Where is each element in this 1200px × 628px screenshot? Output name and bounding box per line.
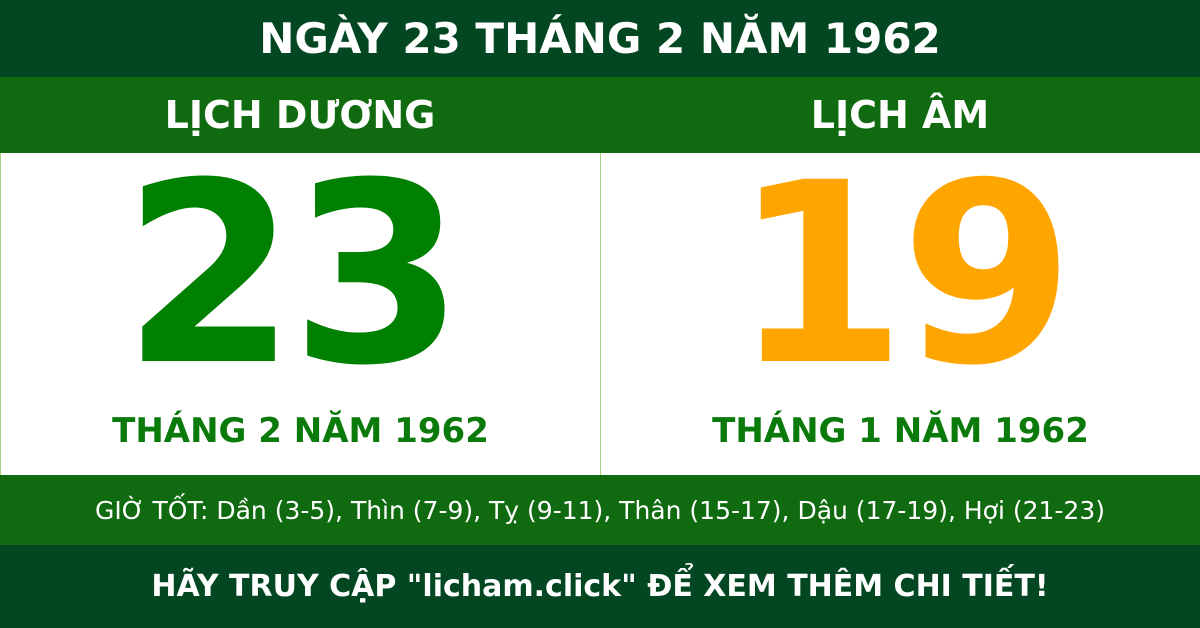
lunar-month-year: THÁNG 1 NĂM 1962: [712, 411, 1089, 451]
lunar-day: 19: [732, 129, 1075, 420]
footer-cta: HÃY TRUY CẬP "licham.click" ĐỂ XEM THÊM …: [0, 545, 1200, 628]
good-hours: GIỜ TỐT: Dần (3-5), Thìn (7-9), Tỵ (9-11…: [0, 475, 1200, 545]
lunar-panel: 19 THÁNG 1 NĂM 1962: [600, 129, 1200, 475]
page-title: NGÀY 23 THÁNG 2 NĂM 1962: [0, 0, 1200, 77]
calendar-headers: LỊCH DƯƠNG LỊCH ÂM: [0, 77, 1200, 153]
solar-calendar-label: LỊCH DƯƠNG: [164, 93, 436, 137]
solar-month-year: THÁNG 2 NĂM 1962: [112, 411, 489, 451]
solar-day: 23: [122, 129, 465, 420]
lunar-calendar-label: LỊCH ÂM: [810, 93, 990, 137]
solar-panel: 23 THÁNG 2 NĂM 1962: [0, 129, 600, 475]
